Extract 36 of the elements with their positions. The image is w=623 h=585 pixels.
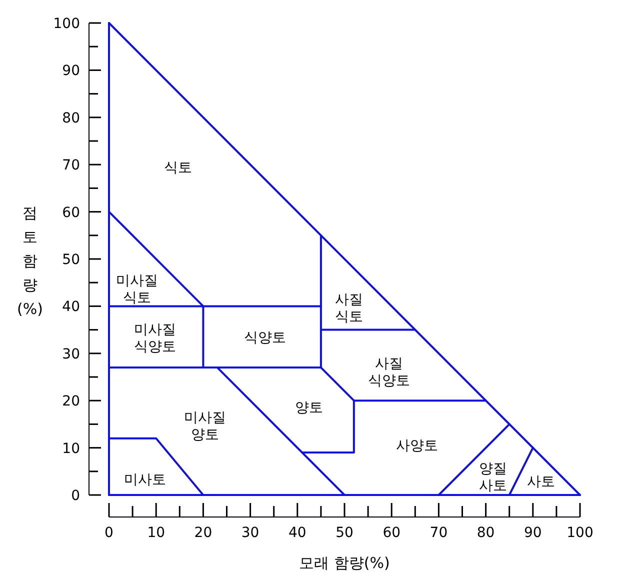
annotation: 양토 — [295, 400, 323, 416]
x-tick-label: 70 — [430, 525, 448, 541]
y-tick-label: 60 — [62, 204, 80, 221]
y-tick-label: 0 — [71, 488, 80, 504]
annotation: 식양토 — [244, 330, 286, 346]
x-tick-label: 80 — [476, 525, 495, 541]
x-tick-label: 40 — [288, 525, 306, 541]
annotation: 사질 식토 — [335, 292, 363, 325]
annotation: 사질 식양토 — [368, 356, 410, 389]
y-tick-label: 10 — [62, 440, 80, 457]
y-tick-label: 100 — [53, 16, 80, 32]
x-tick-label: 10 — [147, 525, 166, 541]
y-tick-label: 90 — [62, 63, 80, 80]
x-axis-title: 모래 함량(%) — [299, 554, 390, 572]
y-tick-label: 80 — [62, 110, 80, 126]
annotation: 식토 — [164, 160, 192, 176]
x-tick-label: 90 — [524, 525, 542, 541]
annotation: 사양토 — [396, 438, 438, 454]
annotation: 미사토 — [124, 472, 166, 488]
x-tick-label: 100 — [566, 525, 594, 541]
y-tick-label: 30 — [62, 346, 80, 362]
x-tick-label: 30 — [241, 525, 260, 541]
y-tick-label: 50 — [62, 252, 80, 268]
y-tick-label: 70 — [62, 158, 80, 174]
x-tick-label: 50 — [336, 525, 354, 541]
y-tick-label: 20 — [62, 394, 80, 410]
annotation: 사토 — [527, 474, 555, 490]
y-axis-title: 점토 함량 (%) — [17, 204, 43, 318]
y-tick-label: 40 — [62, 299, 80, 316]
x-tick-label: 20 — [194, 525, 212, 541]
annotation: 미사질 식토 — [116, 273, 158, 306]
annotation: 양질 사토 — [479, 461, 507, 494]
x-tick-label: 0 — [104, 525, 114, 541]
x-tick-label: 60 — [382, 525, 401, 541]
annotation: 미사질 식양토 — [134, 322, 176, 355]
annotation: 미사질 양토 — [184, 410, 226, 443]
